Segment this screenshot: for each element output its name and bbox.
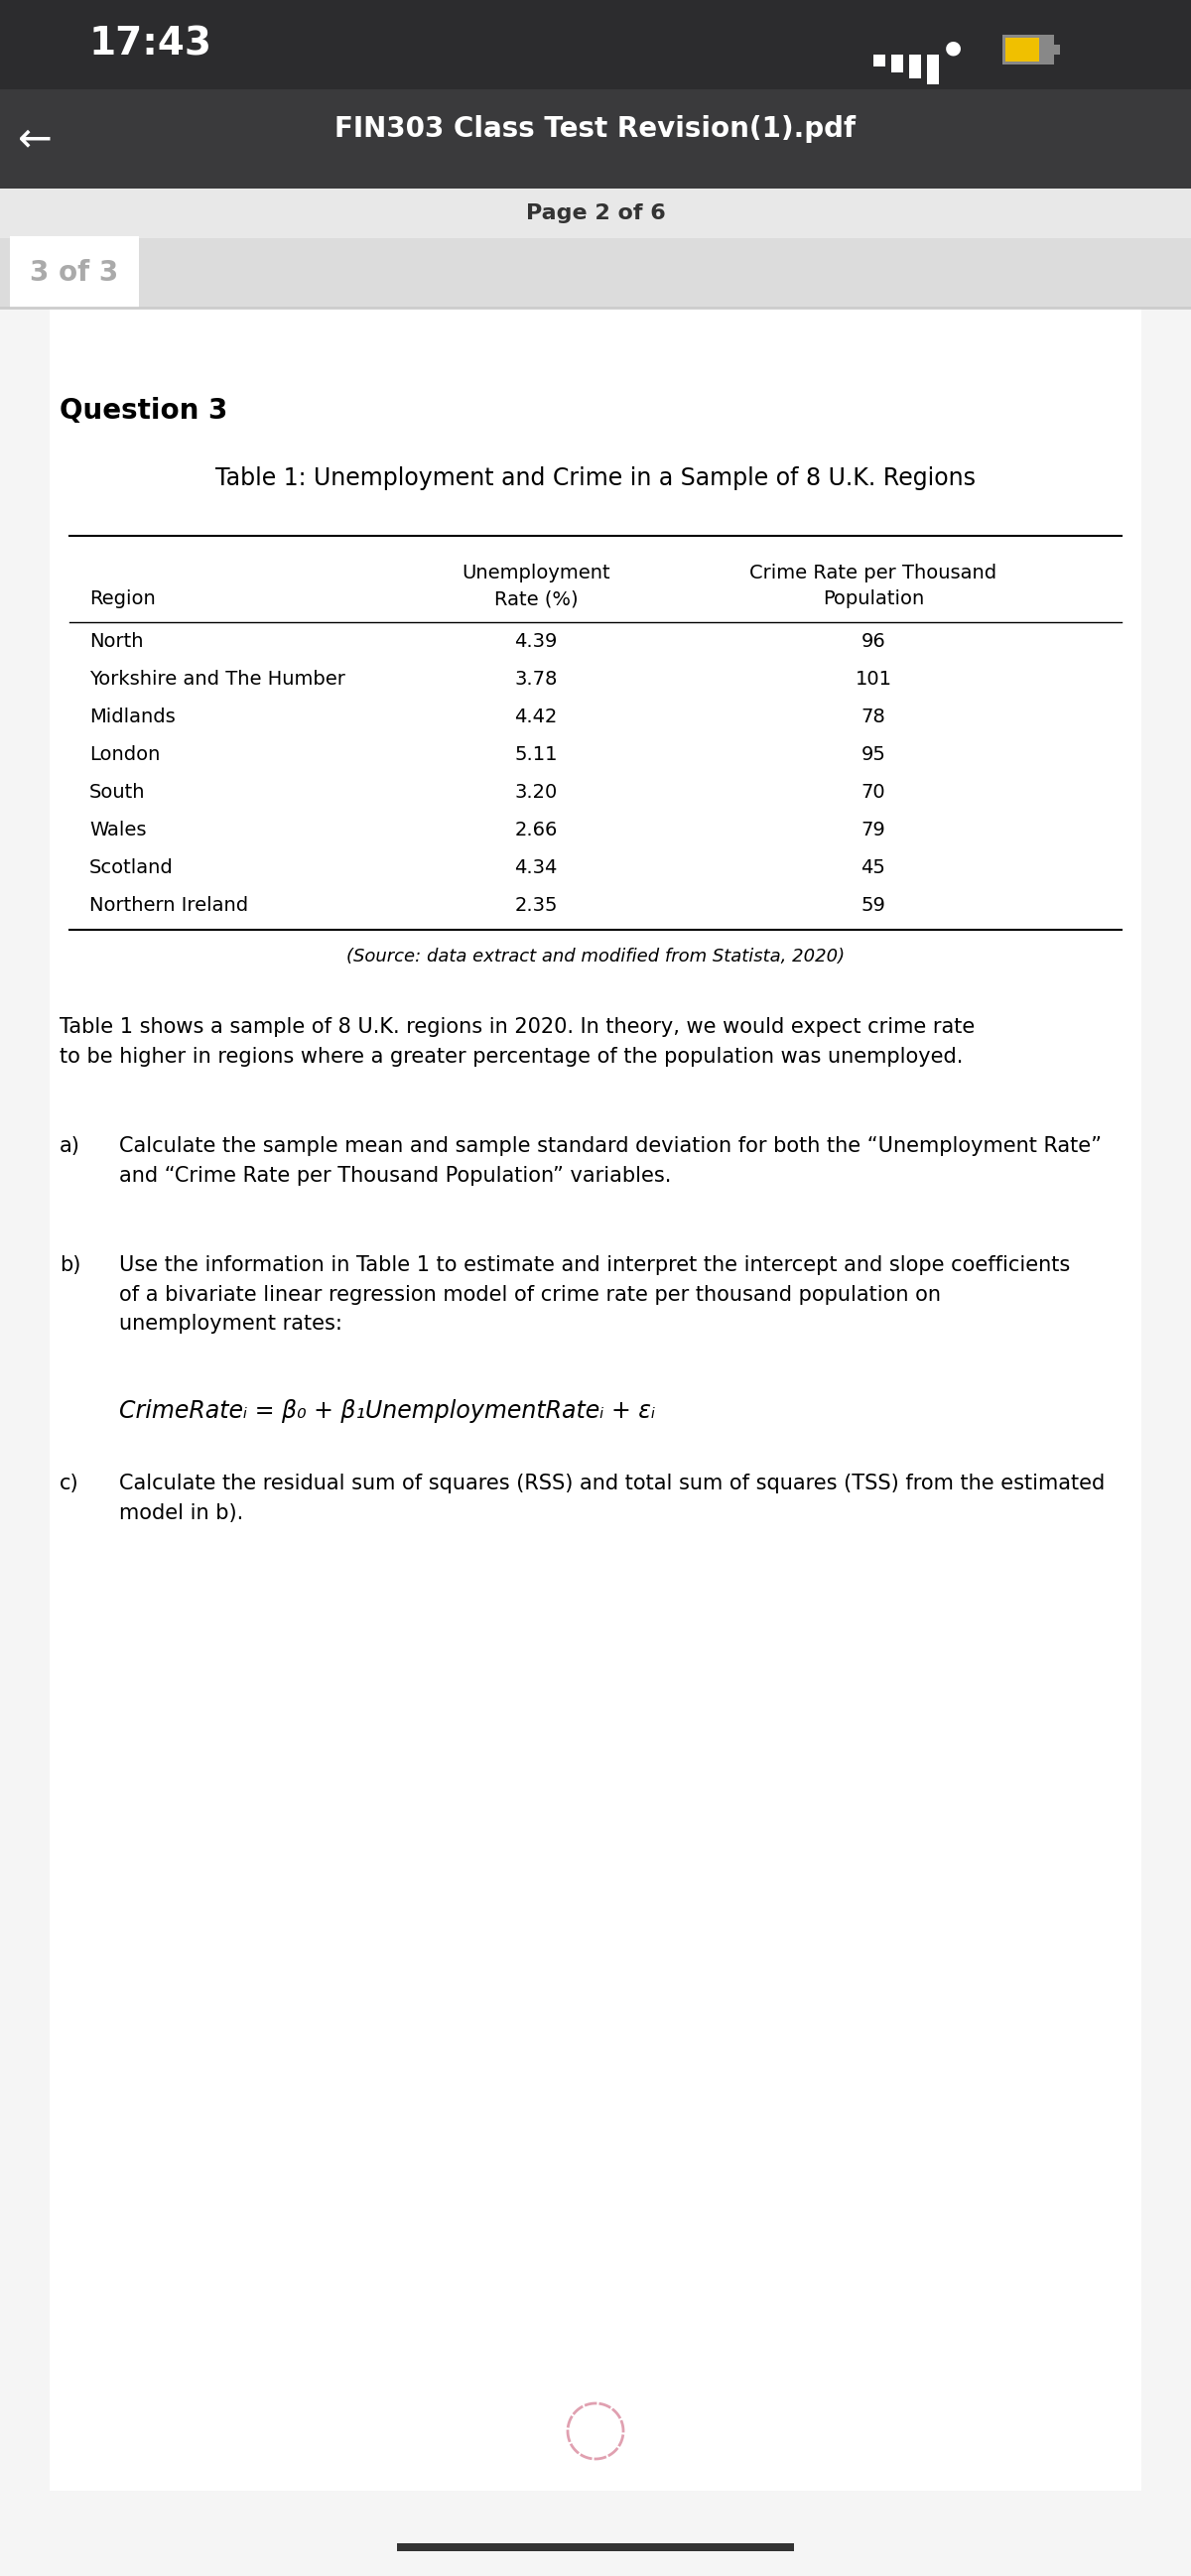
Text: a): a): [60, 1136, 80, 1157]
Text: ←: ←: [18, 118, 52, 160]
Bar: [397, 2543, 794, 2550]
Text: Calculate the sample mean and sample standard deviation for both the “Unemployme: Calculate the sample mean and sample sta…: [119, 1136, 1102, 1185]
Text: 2.35: 2.35: [515, 896, 557, 914]
Text: c): c): [60, 1473, 79, 1494]
Text: 3.20: 3.20: [515, 783, 557, 801]
Text: FIN303 Class Test Revision(1).pdf: FIN303 Class Test Revision(1).pdf: [335, 116, 856, 142]
Text: Use the information in Table 1 to estimate and interpret the intercept and slope: Use the information in Table 1 to estima…: [119, 1255, 1071, 1334]
Text: Table 1: Unemployment and Crime in a Sample of 8 U.K. Regions: Table 1: Unemployment and Crime in a Sam…: [216, 466, 975, 489]
Text: 4.39: 4.39: [515, 631, 557, 652]
Bar: [927, 54, 939, 85]
Text: Northern Ireland: Northern Ireland: [89, 896, 248, 914]
Text: Table 1 shows a sample of 8 U.K. regions in 2020. In theory, we would expect cri: Table 1 shows a sample of 8 U.K. regions…: [60, 1018, 975, 1066]
Text: North: North: [89, 631, 143, 652]
Text: 4.34: 4.34: [515, 858, 557, 878]
Text: Scotland: Scotland: [89, 858, 174, 878]
Text: 3 of 3: 3 of 3: [30, 260, 119, 286]
Text: Page 2 of 6: Page 2 of 6: [525, 204, 666, 224]
Bar: [10, 237, 139, 307]
Text: 2.66: 2.66: [515, 822, 557, 840]
Text: South: South: [89, 783, 145, 801]
Text: (Source: data extract and modified from Statista, 2020): (Source: data extract and modified from …: [347, 948, 844, 966]
Text: 17:43: 17:43: [89, 26, 212, 64]
Bar: [50, 307, 1141, 2491]
Bar: [0, 188, 1191, 237]
Text: 96: 96: [861, 631, 886, 652]
Text: Unemployment: Unemployment: [462, 564, 610, 582]
Bar: [0, 237, 1191, 307]
Text: Population: Population: [823, 590, 924, 608]
Text: 79: 79: [861, 822, 886, 840]
Bar: [909, 54, 921, 77]
Bar: [0, 90, 1191, 188]
Bar: [1005, 39, 1039, 62]
Text: 5.11: 5.11: [515, 744, 557, 765]
Text: Question 3: Question 3: [60, 397, 227, 425]
Bar: [1003, 33, 1054, 64]
Text: 70: 70: [861, 783, 886, 801]
Bar: [0, 0, 1191, 90]
Text: CrimeRateᵢ = β₀ + β₁UnemploymentRateᵢ + εᵢ: CrimeRateᵢ = β₀ + β₁UnemploymentRateᵢ + …: [119, 1399, 655, 1422]
Text: b): b): [60, 1255, 81, 1275]
Text: Calculate the residual sum of squares (RSS) and total sum of squares (TSS) from : Calculate the residual sum of squares (R…: [119, 1473, 1105, 1522]
Text: 4.42: 4.42: [515, 708, 557, 726]
Text: 59: 59: [861, 896, 886, 914]
Text: Yorkshire and The Humber: Yorkshire and The Humber: [89, 670, 345, 688]
Text: 78: 78: [861, 708, 886, 726]
Text: 3.78: 3.78: [515, 670, 557, 688]
Text: Region: Region: [89, 590, 156, 608]
Bar: [873, 54, 885, 67]
Text: 95: 95: [861, 744, 886, 765]
Text: Midlands: Midlands: [89, 708, 175, 726]
Text: Crime Rate per Thousand: Crime Rate per Thousand: [750, 564, 997, 582]
Bar: [1054, 44, 1060, 54]
Text: Wales: Wales: [89, 822, 146, 840]
Text: Rate (%): Rate (%): [494, 590, 578, 608]
Bar: [891, 54, 903, 72]
Text: 101: 101: [855, 670, 892, 688]
Text: 45: 45: [861, 858, 886, 878]
Text: London: London: [89, 744, 160, 765]
Text: ●: ●: [944, 39, 961, 57]
